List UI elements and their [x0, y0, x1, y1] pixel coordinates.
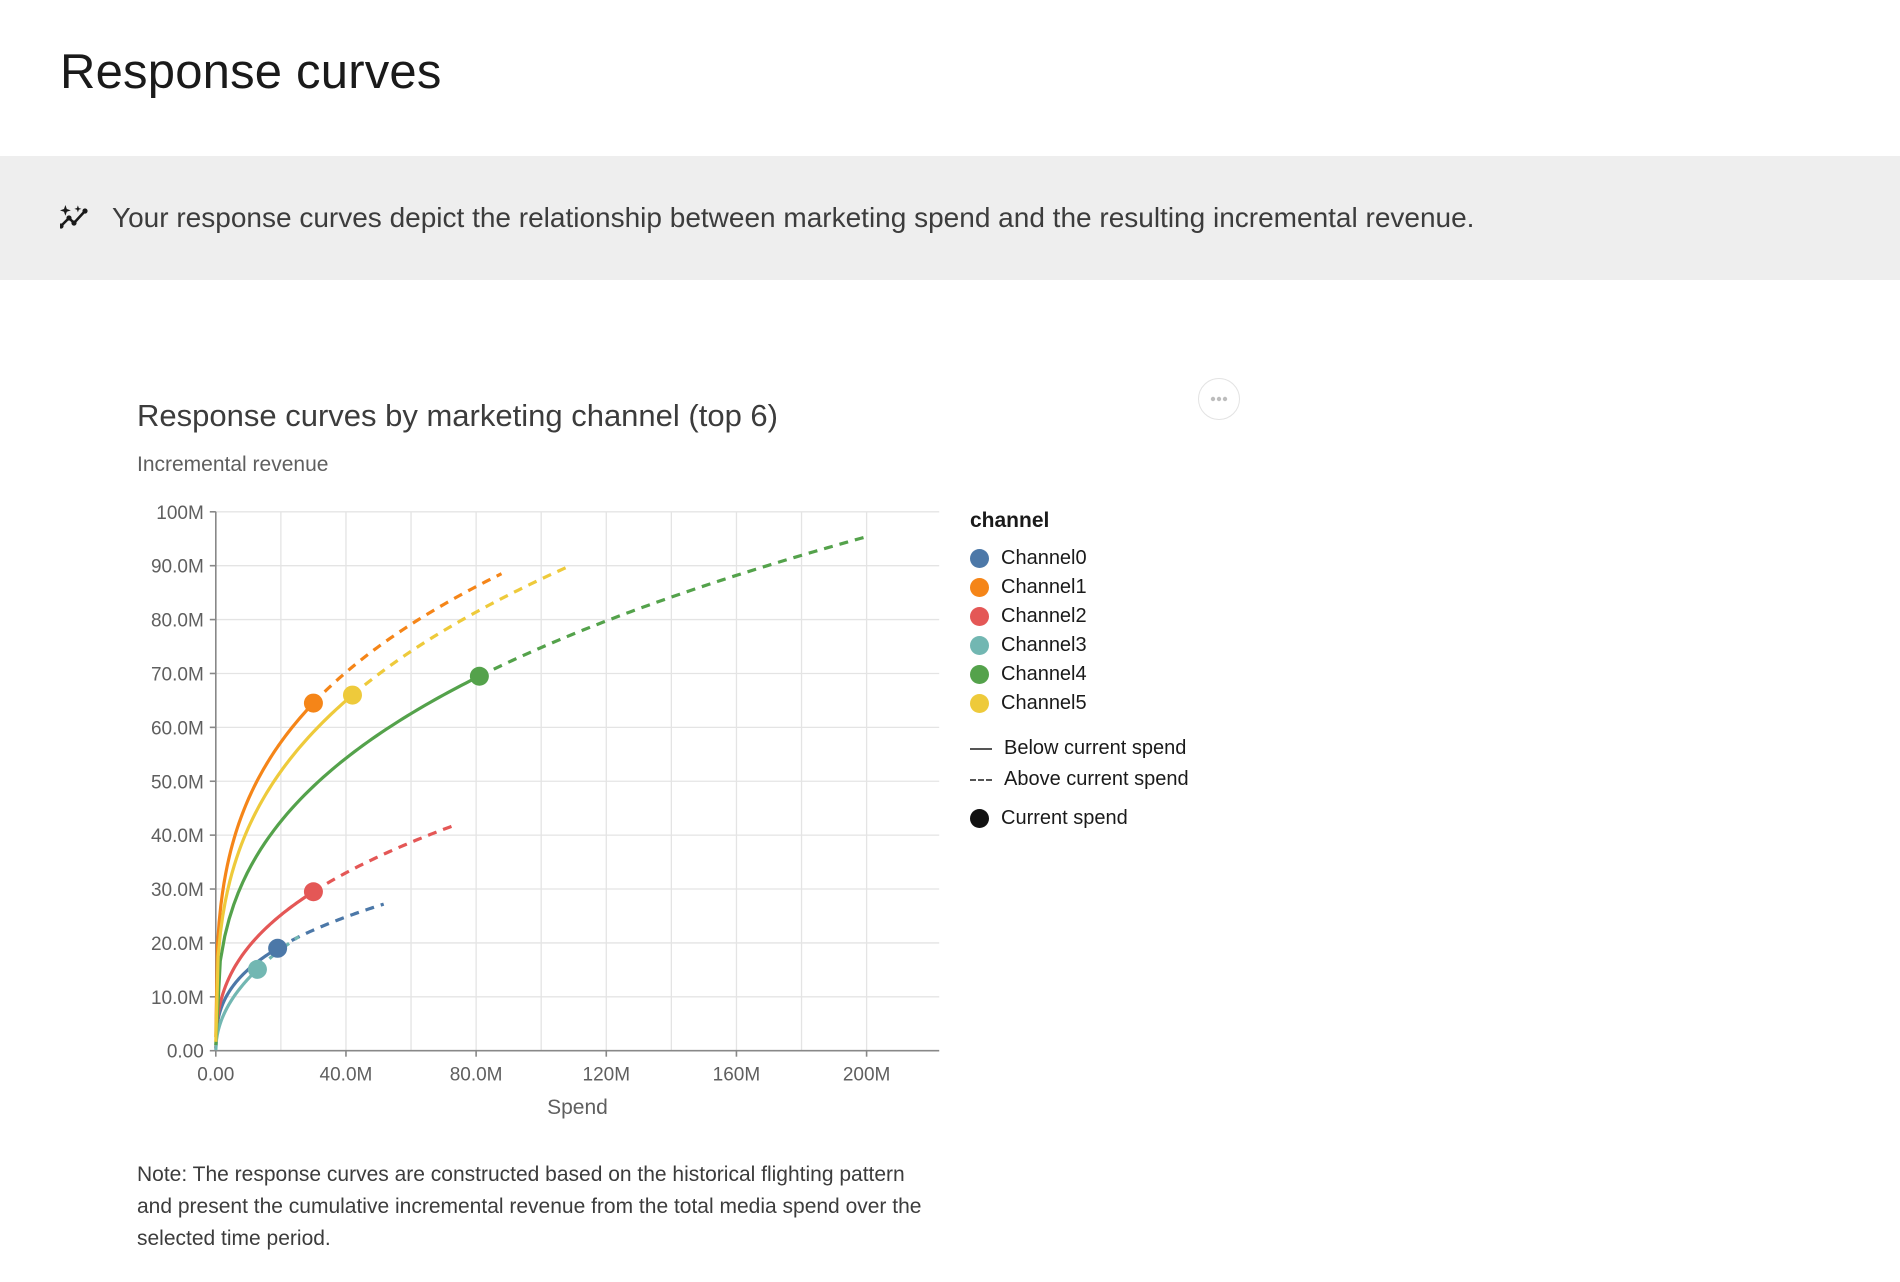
- svg-text:100M: 100M: [156, 503, 204, 524]
- svg-text:50.0M: 50.0M: [151, 772, 204, 793]
- svg-text:60.0M: 60.0M: [151, 718, 204, 739]
- svg-text:120M: 120M: [583, 1065, 631, 1086]
- svg-text:0.00: 0.00: [197, 1065, 234, 1086]
- svg-text:30.0M: 30.0M: [151, 880, 204, 901]
- svg-text:40.0M: 40.0M: [151, 826, 204, 847]
- svg-text:70.0M: 70.0M: [151, 664, 204, 685]
- svg-text:80.0M: 80.0M: [151, 611, 204, 632]
- svg-text:20.0M: 20.0M: [151, 934, 204, 955]
- svg-text:90.0M: 90.0M: [151, 557, 204, 578]
- svg-text:40.0M: 40.0M: [320, 1065, 373, 1086]
- svg-text:0.00: 0.00: [167, 1042, 204, 1063]
- svg-text:200M: 200M: [843, 1065, 891, 1086]
- svg-text:80.0M: 80.0M: [450, 1065, 503, 1086]
- svg-text:10.0M: 10.0M: [151, 988, 204, 1009]
- svg-text:160M: 160M: [713, 1065, 761, 1086]
